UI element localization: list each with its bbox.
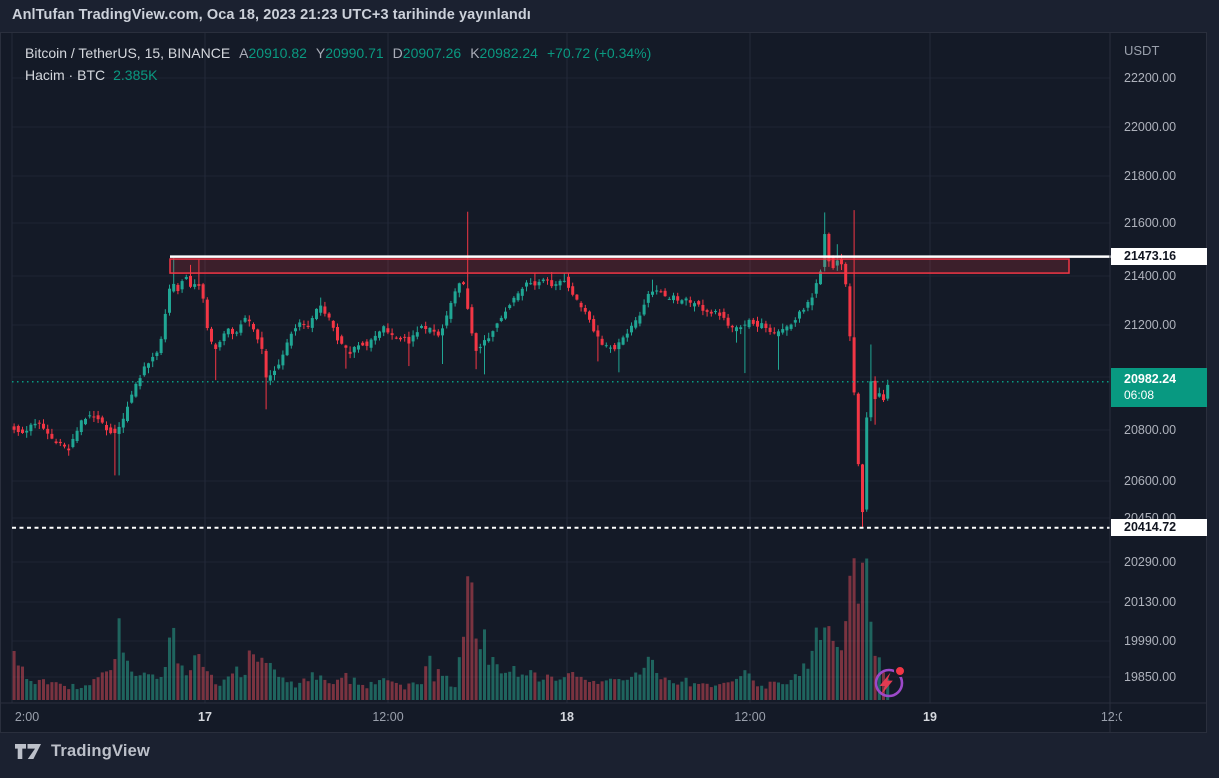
tradingview-logo-text: TradingView [51,742,151,760]
low-price-badge: 20414.72 [1111,519,1207,537]
price-tick-label: 21800.00 [1124,169,1177,183]
ohlc-letter: D [392,45,403,61]
price-tick-label: 19850.00 [1124,670,1177,684]
legend-row-symbol: Bitcoin / TetherUS, 15, BINANCE A20910.82… [25,42,651,64]
price-tick-label: 20290.00 [1124,555,1177,569]
price-tick-label: 20130.00 [1124,595,1177,609]
price-tick-label: 20800.00 [1124,423,1177,437]
time-tick-label: 19 [923,710,937,724]
price-tick-label: 22200.00 [1124,71,1177,85]
price-tick-label: 19990.00 [1124,634,1177,648]
time-axis[interactable]: 2:00 17 12:00 18 12:00 19 12:0 [1,703,1122,732]
gridlines [11,33,1110,703]
price-tick-label: 21200.00 [1124,318,1177,332]
level-price-badge: 21473.16 [1111,248,1207,266]
time-tick-label: 12:0 [1100,710,1122,724]
symbol-title[interactable]: Bitcoin / TetherUS, 15, BINANCE [25,45,231,61]
publish-text: AnlTufan TradingView.com, Oca 18, 2023 2… [12,7,531,23]
change-value: +70.72 (+0.34%) [546,45,652,61]
ohlc-values: A20910.82 Y20990.71 D20907.26 K20982.24 [230,45,538,61]
candlesticks [12,210,890,528]
flash-button[interactable] [874,665,906,698]
footer: TradingView [0,733,1219,778]
level-lines [12,255,1123,529]
price-tick-label: 20600.00 [1124,474,1177,488]
resistance-zone[interactable] [169,258,1070,274]
chart-widget-background [0,32,1207,733]
price-tick-label: 22000.00 [1124,120,1177,134]
volume-value: 2.385K [113,67,158,83]
time-tick-label: 12:00 [734,710,766,724]
axis-currency-label: USDT [1124,43,1160,58]
time-tick-label: 12:00 [372,710,404,724]
chart-legend: Bitcoin / TetherUS, 15, BINANCE A20910.82… [25,42,651,86]
time-tick-label: 2:00 [14,710,40,724]
level-price-value: 21473.16 [1124,249,1177,264]
panel-borders [1,33,1206,732]
time-tick-label: 17 [198,710,212,724]
notification-dot [894,665,906,677]
ohlc-value: 20990.71 [325,45,384,61]
lightning-icon [879,672,893,695]
flash-ring-icon [874,668,904,698]
ohlc-value: 20907.26 [402,45,462,61]
time-tick-label: 18 [560,710,574,724]
resistance-zone-rect [169,258,1070,274]
candle-countdown: 06:08 [1124,387,1155,402]
price-tick-label: 21600.00 [1124,216,1177,230]
last-price-value: 20982.24 [1124,371,1177,386]
ohlc-value: 20910.82 [248,45,307,61]
ohlc-value: 20982.24 [479,45,538,61]
volume-bars [12,558,890,700]
volume-label: Hacim · BTC [25,67,106,83]
price-tick-label: 21400.00 [1124,269,1177,283]
tradingview-logo[interactable]: TradingView [15,742,150,761]
ohlc-letter: K [470,45,480,61]
legend-row-volume: Hacim · BTC 2.385K [25,64,651,86]
last-price-badge: 20982.24 06:08 [1111,367,1207,407]
low-price-value: 20414.72 [1124,520,1177,535]
ohlc-letter: A [239,45,249,61]
ohlc-letter: Y [315,45,326,61]
publish-bar: AnlTufan TradingView.com, Oca 18, 2023 2… [0,0,1219,31]
tradingview-logo-icon [15,744,41,759]
